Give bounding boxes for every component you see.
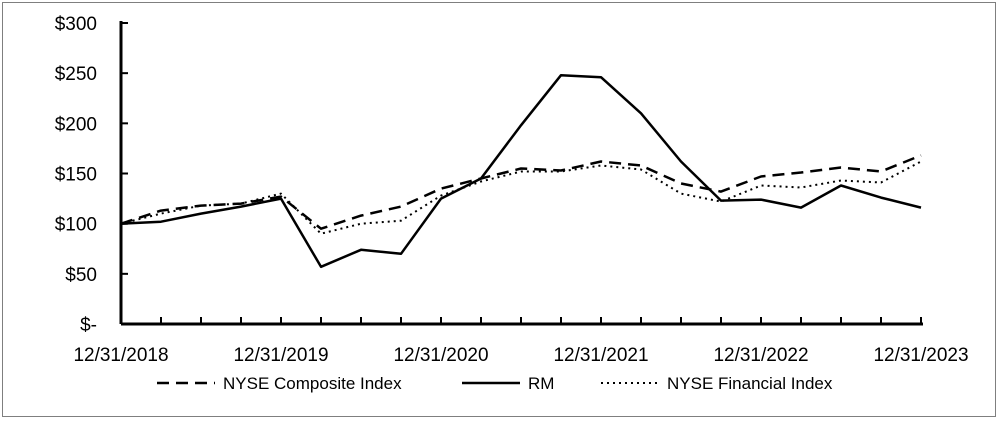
x-tick-label: 12/31/2019 [233, 345, 328, 366]
y-tick-label: $- [80, 315, 97, 336]
y-tick-label: $50 [65, 265, 97, 286]
x-tick-label: 12/31/2023 [873, 345, 968, 366]
series-line-rm [120, 73, 922, 269]
x-tick-label: 12/31/2020 [393, 345, 488, 366]
y-tick-label: $200 [55, 114, 97, 135]
y-axis: $- $50 $100 $150 $200 $250 $300 [55, 14, 128, 336]
series-line-nyse-composite-index [120, 154, 922, 230]
x-tick-label: 12/31/2022 [713, 345, 808, 366]
legend: NYSE Composite Index RM NYSE Financial Ind… [157, 374, 833, 393]
legend-label: NYSE Composite Index [223, 374, 402, 393]
x-tick-label: 12/31/2018 [73, 345, 168, 366]
y-tick-label: $100 [55, 215, 97, 236]
y-tick-label: $300 [55, 14, 97, 35]
x-axis: 12/31/2018 12/31/2019 12/31/2020 12/31/2021… [73, 317, 969, 366]
series-lines [120, 73, 922, 269]
legend-label: NYSE Financial Index [667, 374, 833, 393]
x-tick-label: 12/31/2021 [553, 345, 648, 366]
legend-label: RM [528, 374, 554, 393]
series-line-nyse-financial-index [120, 160, 922, 235]
y-tick-label: $150 [55, 165, 97, 186]
y-tick-label: $250 [55, 64, 97, 85]
